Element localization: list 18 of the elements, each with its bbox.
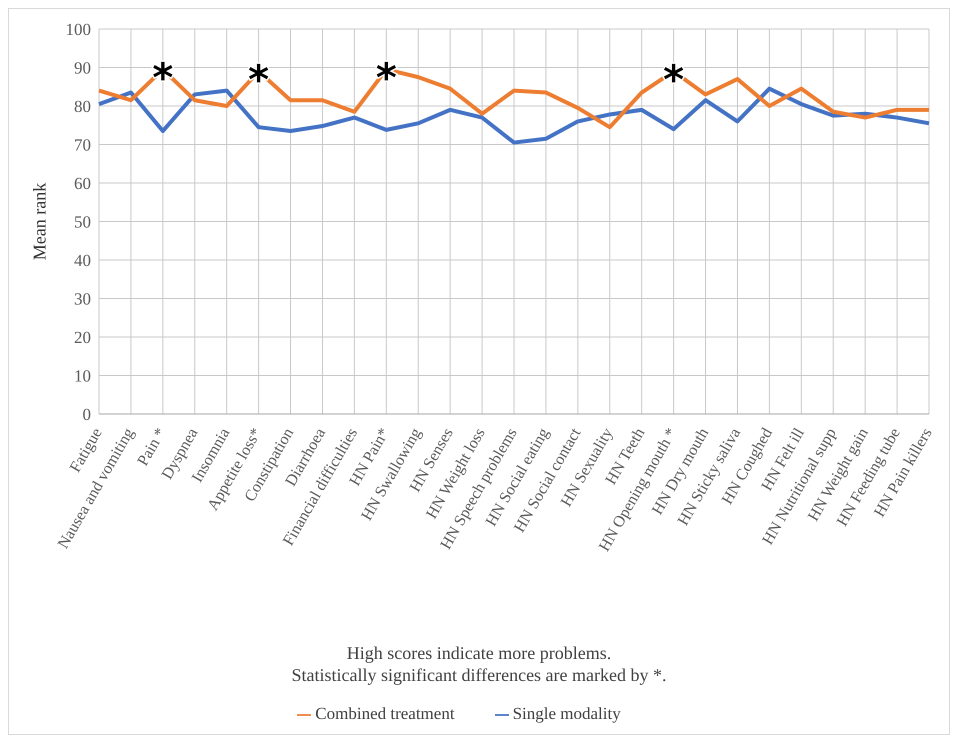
legend-label: Single modality [512,704,621,723]
text: Statistically significant differences are marked by *. [291,665,667,685]
legend-label: Combined treatment [315,704,455,723]
line-series [97,86,931,145]
y-tick-label: 90 [74,58,91,78]
y-tick-label: 100 [66,20,91,40]
y-tick-label: 20 [74,328,91,348]
y-tick-label: 80 [74,97,91,116]
y-tick-label: 0 [82,405,91,424]
y-tick-label: 10 [74,366,91,386]
y-tick-label: 40 [74,251,91,270]
y-tick-label: 30 [74,290,91,309]
y-axis-title: Mean rank [29,182,50,260]
text: High scores indicate more problems. [346,643,612,663]
y-tick-label: 70 [74,136,91,155]
x-tick-label: Pain * [134,425,170,469]
y-tick-label: 60 [74,174,91,194]
y-tick-label: 50 [74,212,91,232]
